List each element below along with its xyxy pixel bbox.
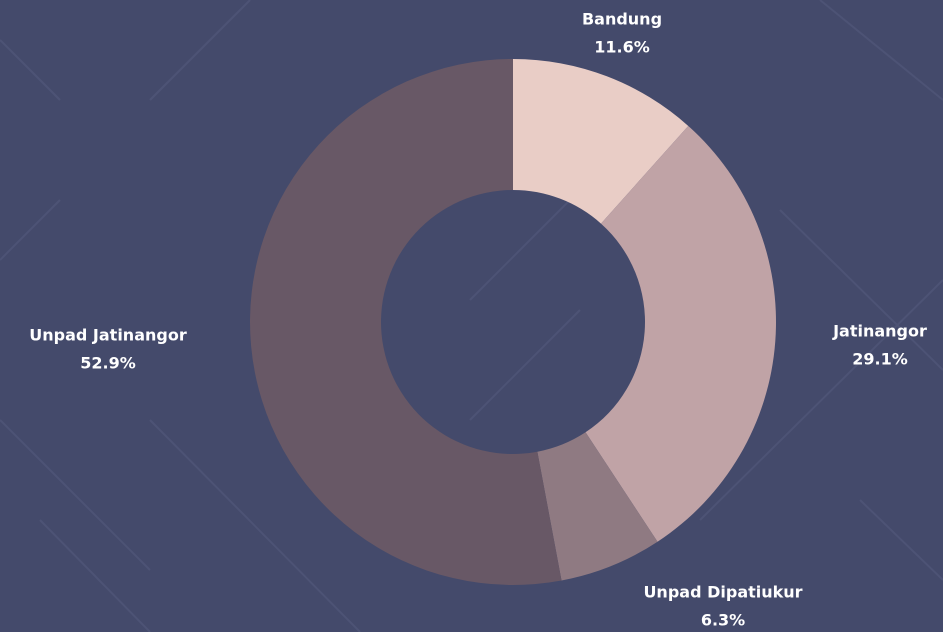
- slice-label: Unpad Dipatiukur: [643, 583, 802, 602]
- donut-slice: [537, 432, 658, 581]
- slice-label: Unpad Jatinangor: [29, 326, 187, 345]
- slice-label: Jatinangor: [832, 322, 927, 341]
- donut-slice: [513, 59, 689, 224]
- slice-value-label: 29.1%: [852, 350, 908, 369]
- slice-value-label: 52.9%: [80, 354, 136, 373]
- slice-value-label: 6.3%: [701, 611, 745, 630]
- donut-slice: [249, 59, 562, 585]
- slice-label: Bandung: [582, 10, 662, 29]
- donut-slice: [585, 125, 776, 542]
- slice-value-label: 11.6%: [594, 38, 650, 57]
